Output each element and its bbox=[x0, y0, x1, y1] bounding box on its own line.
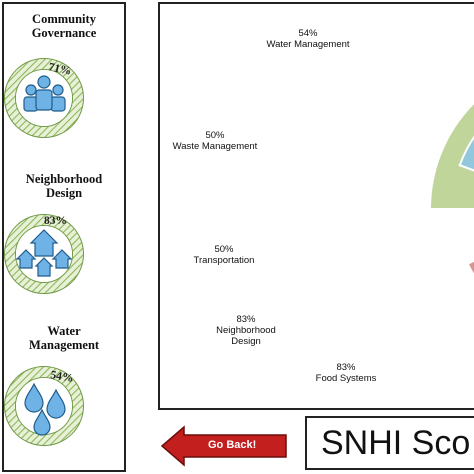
label-percent: 54% bbox=[298, 28, 318, 39]
category-title: Neighborhood Design bbox=[25, 172, 103, 200]
label-percent: 83% bbox=[336, 362, 356, 373]
label-transportation: 50% Transportation bbox=[194, 244, 255, 266]
label-percent: 50% bbox=[214, 244, 234, 255]
label-name: Water Management bbox=[266, 39, 350, 50]
community-governance-score-ring: 71% bbox=[4, 58, 84, 138]
red-arrow-icon bbox=[160, 425, 287, 467]
wedge-neighborhood-design bbox=[466, 259, 474, 278]
label-name: Transportation bbox=[193, 255, 255, 266]
score-percent: 54% bbox=[49, 369, 74, 385]
category-title: Community Governance bbox=[31, 12, 97, 40]
category-sidebar: Community Governance 71% Neighborhood bbox=[2, 2, 126, 472]
neighborhood-design-score-ring: 83% bbox=[4, 214, 84, 294]
category-neighborhood-design[interactable]: Neighborhood Design bbox=[4, 172, 124, 200]
score-percent: 83% bbox=[44, 215, 67, 227]
category-community-governance[interactable]: Community Governance bbox=[4, 12, 124, 40]
label-water-management: 54% Water Management bbox=[266, 28, 349, 50]
houses-icon bbox=[15, 229, 73, 277]
label-percent: 83% bbox=[236, 314, 256, 325]
label-neighborhood-design: 83% Neighborhood Design bbox=[216, 314, 276, 347]
wedge-water-management-large bbox=[428, 101, 474, 210]
category-water-management[interactable]: Water Management bbox=[4, 324, 124, 352]
label-food-systems: 83% Food Systems bbox=[316, 362, 377, 384]
chart-canvas bbox=[428, 101, 474, 278]
category-title: Water Management bbox=[28, 324, 100, 352]
score-percent: 71% bbox=[47, 61, 72, 78]
polar-area-chart: 54% Water Management 50% Waste Managemen… bbox=[158, 2, 474, 410]
people-icon bbox=[23, 75, 66, 112]
go-back-button[interactable]: Go Back! bbox=[160, 425, 288, 467]
label-name: Design bbox=[231, 336, 261, 347]
water-drops-icon bbox=[24, 382, 66, 436]
label-name: Food Systems bbox=[315, 373, 377, 384]
water-management-score-ring: 54% bbox=[4, 366, 84, 446]
label-name: Waste Management bbox=[172, 141, 258, 152]
wedge-waste-management bbox=[458, 135, 474, 172]
snhi-score-title: SNHI Sco bbox=[321, 424, 471, 462]
label-name: Neighborhood bbox=[216, 325, 276, 336]
snhi-score-box: SNHI Sco bbox=[305, 416, 474, 470]
score-ring-track bbox=[4, 58, 84, 138]
label-waste-management: 50% Waste Management bbox=[173, 130, 258, 152]
label-percent: 50% bbox=[205, 130, 225, 141]
go-back-label: Go Back! bbox=[208, 439, 257, 451]
